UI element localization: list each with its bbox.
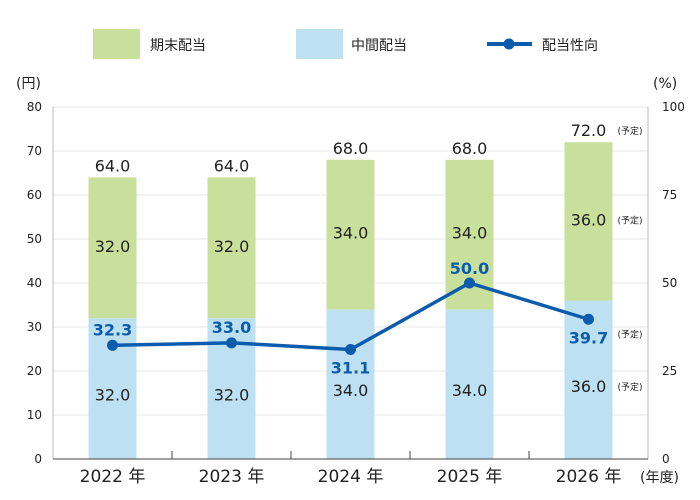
legend-marker-ratio (503, 38, 515, 50)
forecast-note-ratio: (予定) (618, 328, 643, 340)
payout-ratio-marker (226, 337, 237, 349)
legend-label-interim: 中間配当 (351, 38, 407, 54)
left-tick-label: 20 (27, 364, 42, 378)
payout-ratio-label: 32.3 (93, 320, 132, 339)
right-axis-unit: (%) (653, 76, 677, 92)
x-category-label: 2025 年 (437, 467, 503, 487)
bar-interim (326, 309, 375, 459)
total-value-label: 64.0 (95, 156, 131, 175)
left-tick-label: 30 (27, 320, 42, 334)
interim-value-label: 36.0 (571, 377, 607, 396)
interim-value-label: 32.0 (214, 386, 250, 405)
x-category-label: 2023 年 (199, 467, 265, 487)
left-tick-label: 10 (27, 408, 42, 422)
right-tick-label: 50 (662, 276, 677, 290)
legend: 期末配当 中間配当 配当性向 (93, 29, 598, 59)
bar-final (326, 159, 375, 310)
bar-final (207, 177, 256, 319)
bar-interim (564, 300, 613, 459)
x-axis-unit: (年度) (640, 470, 679, 486)
left-tick-label: 80 (27, 100, 42, 114)
x-category-label: 2026 年 (556, 467, 622, 487)
right-tick-label: 100 (662, 100, 685, 114)
final-value-label: 34.0 (333, 224, 369, 243)
payout-ratio-marker (464, 277, 475, 289)
total-value-label: 64.0 (214, 156, 250, 175)
total-value-label: 68.0 (452, 139, 488, 158)
legend-swatch-final (93, 29, 140, 59)
final-value-label: 32.0 (95, 237, 131, 256)
payout-ratio-marker (107, 339, 118, 351)
left-tick-label: 0 (34, 452, 42, 466)
bars (88, 142, 613, 459)
final-value-label: 32.0 (214, 237, 250, 256)
total-value-label: 72.0 (571, 121, 607, 140)
labels: 32.0 32.0 64.0 32.0 32.0 64.0 34.0 34.0 68.0 34.0… (95, 121, 643, 404)
payout-ratio-label: 39.7 (569, 328, 608, 347)
left-tick-label: 60 (27, 188, 42, 202)
forecast-note-total: (予定) (618, 125, 643, 137)
final-value-label: 34.0 (452, 224, 488, 243)
left-tick-label: 40 (27, 276, 42, 290)
payout-ratio-marker (583, 313, 594, 325)
final-value-label: 36.0 (571, 210, 607, 229)
payout-ratio-label: 33.0 (212, 318, 251, 337)
right-tick-label: 75 (662, 188, 677, 202)
left-tick-label: 50 (27, 232, 42, 246)
right-tick-label: 0 (662, 452, 670, 466)
bar-final (88, 177, 137, 319)
left-axis-unit: (円) (16, 76, 41, 92)
interim-value-label: 34.0 (452, 381, 488, 400)
payout-ratio-line: 32.3 33.0 31.1 50.0 39.7 (93, 259, 608, 378)
payout-ratio-marker (345, 344, 356, 356)
forecast-note-final: (予定) (618, 214, 643, 226)
payout-ratio-label: 50.0 (450, 259, 489, 278)
bar-final (564, 142, 613, 301)
x-category-label: 2022 年 (80, 467, 146, 487)
interim-value-label: 34.0 (333, 381, 369, 400)
legend-label-final: 期末配当 (150, 38, 206, 54)
left-tick-label: 70 (27, 144, 42, 158)
interim-value-label: 32.0 (95, 386, 131, 405)
x-category-label: 2024 年 (318, 467, 384, 487)
legend-label-ratio: 配当性向 (542, 38, 598, 54)
forecast-note-interim: (予定) (618, 381, 643, 393)
right-tick-label: 25 (662, 364, 677, 378)
total-value-label: 68.0 (333, 139, 369, 158)
legend-swatch-interim (296, 29, 343, 59)
payout-ratio-label: 31.1 (331, 359, 370, 378)
bar-interim (445, 309, 494, 459)
axes: (円) (%) 0 10 20 30 40 50 60 70 80 0 25 50 75 100 2022 年 2… (16, 76, 685, 487)
